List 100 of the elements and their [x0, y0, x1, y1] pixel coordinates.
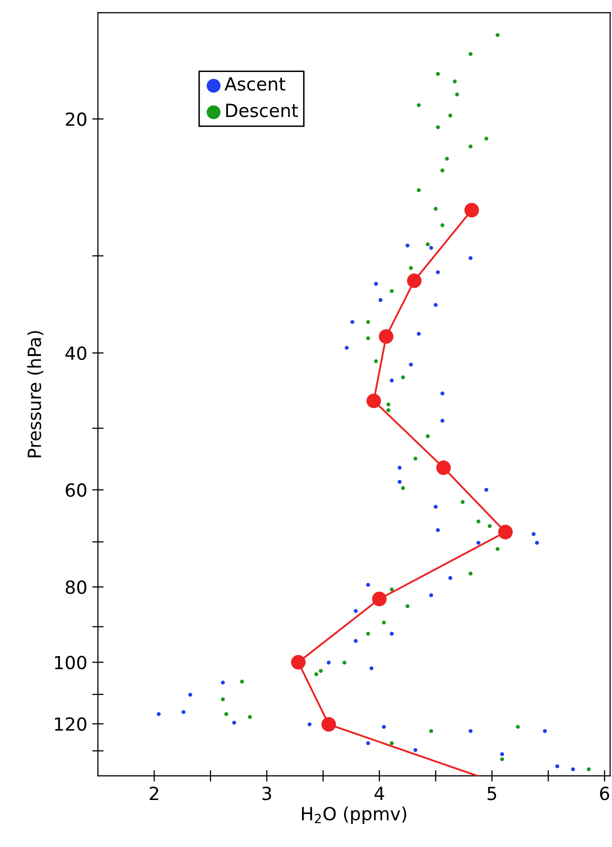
x-tick-label: 5 — [488, 786, 496, 800]
y-tick-label: 100 — [55, 656, 86, 670]
point — [374, 359, 378, 364]
point — [398, 480, 402, 484]
legend-label: Ascent — [224, 77, 286, 91]
point — [413, 748, 418, 752]
point — [366, 632, 370, 636]
point — [382, 620, 386, 625]
point — [476, 540, 480, 545]
point — [476, 520, 480, 524]
point — [401, 486, 405, 490]
point — [408, 266, 413, 270]
point — [440, 418, 444, 423]
point — [386, 402, 390, 406]
point — [555, 764, 560, 768]
point — [460, 500, 465, 504]
point — [406, 604, 410, 608]
point — [321, 717, 336, 732]
point — [220, 697, 225, 702]
point — [240, 680, 244, 684]
point — [390, 741, 394, 746]
point — [354, 639, 358, 643]
point — [436, 460, 451, 476]
point — [416, 103, 421, 108]
y-tick-label: 40 — [65, 346, 86, 360]
point — [314, 672, 318, 676]
point — [484, 488, 488, 492]
point — [248, 715, 252, 719]
point — [342, 660, 346, 665]
point — [436, 270, 440, 274]
point — [386, 408, 390, 412]
point — [484, 136, 488, 141]
point — [542, 729, 547, 734]
point — [366, 394, 382, 408]
point — [448, 576, 452, 580]
point — [440, 168, 444, 172]
point — [516, 724, 520, 729]
point — [464, 202, 479, 218]
point — [455, 92, 460, 96]
point — [416, 332, 421, 336]
point — [498, 524, 513, 540]
point — [468, 52, 473, 56]
point — [532, 532, 536, 536]
point — [372, 592, 387, 606]
point — [500, 757, 504, 762]
point — [370, 666, 374, 670]
point — [291, 654, 306, 670]
point — [188, 692, 192, 697]
y-tick-label: 20 — [66, 112, 86, 126]
point — [434, 302, 438, 307]
point — [429, 729, 434, 734]
point — [390, 378, 394, 382]
point — [366, 582, 370, 587]
point — [586, 767, 591, 772]
point — [224, 712, 228, 716]
x-tick-label: 6 — [600, 786, 610, 800]
y-tick-label: 60 — [66, 483, 86, 497]
point — [426, 434, 430, 438]
point — [440, 223, 444, 228]
point — [496, 547, 500, 551]
point — [390, 289, 394, 294]
point — [390, 587, 394, 592]
point — [434, 206, 438, 211]
point — [354, 608, 358, 613]
point — [571, 767, 575, 772]
point — [468, 572, 473, 576]
point — [344, 346, 349, 350]
point — [401, 375, 405, 380]
point — [406, 273, 422, 288]
point — [366, 741, 370, 746]
point — [378, 298, 382, 302]
point — [382, 724, 386, 729]
y-tick-label: 80 — [66, 580, 86, 594]
x-tick-label: 4 — [374, 786, 384, 800]
point — [468, 729, 473, 734]
point — [434, 504, 438, 509]
point — [429, 593, 434, 598]
point — [448, 114, 452, 118]
point — [366, 320, 370, 324]
y-tick-label: 120 — [55, 717, 86, 731]
point — [378, 329, 394, 344]
x-axis-title: H$_{2}$O (ppmv) — [302, 806, 406, 824]
point — [308, 722, 312, 726]
x-tick-label: 3 — [262, 786, 272, 800]
point — [488, 524, 492, 528]
point — [413, 456, 418, 461]
point — [426, 242, 430, 246]
point — [318, 668, 323, 673]
point — [408, 362, 413, 367]
point — [350, 320, 354, 324]
point — [182, 710, 186, 714]
point — [468, 256, 473, 260]
point — [366, 336, 370, 340]
point — [452, 80, 457, 84]
point — [468, 144, 473, 148]
point — [374, 282, 378, 286]
point — [436, 125, 440, 130]
point — [406, 244, 410, 248]
x-tick-label: 2 — [150, 786, 158, 800]
point — [444, 156, 449, 161]
